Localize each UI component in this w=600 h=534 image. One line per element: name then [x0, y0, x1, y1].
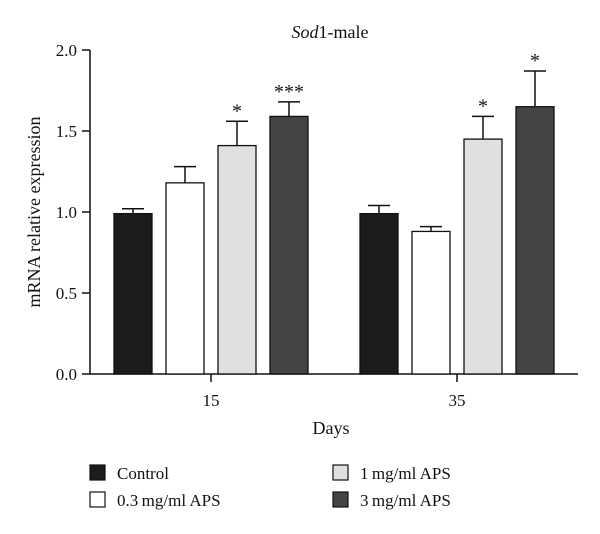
bar	[217, 144, 257, 375]
bar	[515, 106, 555, 375]
legend: Control 0.3 mg/ml APS 1 mg/ml APS 3 mg/ml A…	[89, 464, 451, 510]
legend-swatch	[332, 464, 349, 481]
y-tick-label: 1.5	[56, 122, 77, 141]
legend-label: Control	[117, 464, 169, 483]
x-tick-label: 15	[203, 391, 220, 410]
legend-label: 0.3 mg/ml APS	[117, 491, 221, 510]
y-tick-label: 0.0	[56, 365, 77, 384]
bar	[463, 138, 503, 375]
legend-label: 3 mg/ml APS	[360, 491, 451, 510]
significance-marker: *	[530, 50, 540, 72]
bar	[269, 115, 309, 375]
legend-label: 1 mg/ml APS	[360, 464, 451, 483]
bar	[411, 230, 451, 375]
x-tick-label: 35	[449, 391, 466, 410]
bar	[113, 212, 153, 375]
plot-area: 0.00.51.01.52.015****35**	[56, 41, 578, 410]
y-axis-title: mRNA relative expression	[24, 117, 44, 308]
x-axis-title: Days	[313, 418, 350, 438]
y-tick-label: 2.0	[56, 41, 77, 60]
chart-title: Sod1-male	[292, 22, 369, 42]
significance-marker: *	[478, 95, 488, 117]
significance-marker: ***	[274, 81, 304, 103]
y-tick-label: 0.5	[56, 284, 77, 303]
bar	[165, 182, 205, 375]
bar	[359, 212, 399, 375]
y-tick-label: 1.0	[56, 203, 77, 222]
significance-marker: *	[232, 100, 242, 122]
legend-swatch	[89, 464, 106, 481]
legend-swatch	[89, 491, 106, 508]
legend-swatch	[332, 491, 349, 508]
